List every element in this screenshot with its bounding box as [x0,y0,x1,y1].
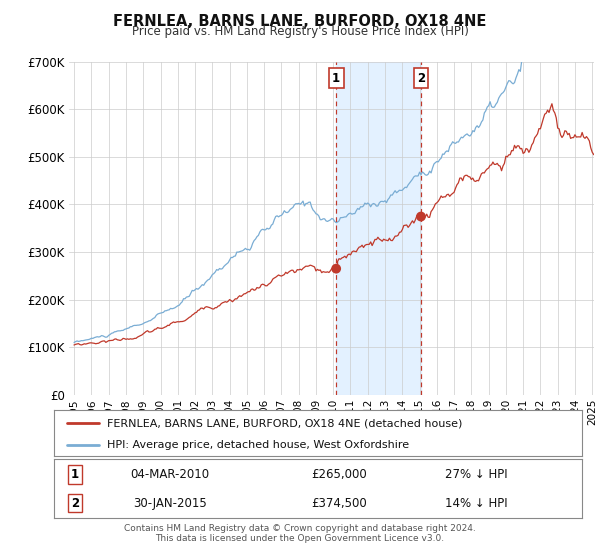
Text: 2: 2 [71,497,79,510]
Text: 14% ↓ HPI: 14% ↓ HPI [445,497,508,510]
Text: 27% ↓ HPI: 27% ↓ HPI [445,468,508,481]
Text: 1: 1 [332,72,340,85]
Text: This data is licensed under the Open Government Licence v3.0.: This data is licensed under the Open Gov… [155,534,445,543]
Text: £265,000: £265,000 [311,468,367,481]
Text: 2: 2 [417,72,425,85]
Text: 1: 1 [71,468,79,481]
Text: 30-JAN-2015: 30-JAN-2015 [133,497,207,510]
Bar [336,62,421,395]
Text: FERNLEA, BARNS LANE, BURFORD, OX18 4NE: FERNLEA, BARNS LANE, BURFORD, OX18 4NE [113,14,487,29]
Text: FERNLEA, BARNS LANE, BURFORD, OX18 4NE (detached house): FERNLEA, BARNS LANE, BURFORD, OX18 4NE (… [107,418,462,428]
Text: Contains HM Land Registry data © Crown copyright and database right 2024.: Contains HM Land Registry data © Crown c… [124,524,476,533]
Point [416,212,426,221]
Text: Price paid vs. HM Land Registry's House Price Index (HPI): Price paid vs. HM Land Registry's House … [131,25,469,38]
Point [331,264,341,273]
Text: 04-MAR-2010: 04-MAR-2010 [131,468,210,481]
Text: £374,500: £374,500 [311,497,367,510]
Text: HPI: Average price, detached house, West Oxfordshire: HPI: Average price, detached house, West… [107,440,409,450]
